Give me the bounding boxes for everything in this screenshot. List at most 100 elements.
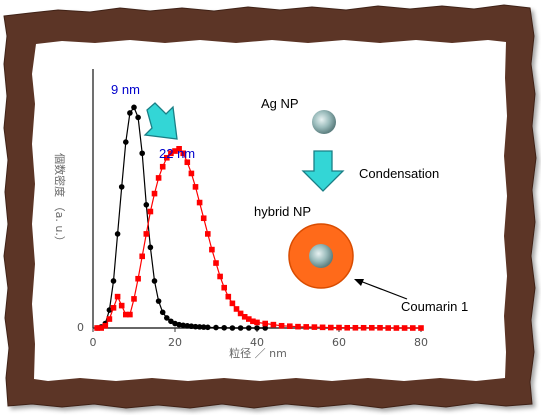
series-1-point	[336, 324, 342, 331]
series-0-point	[213, 324, 219, 331]
series-0-point	[192, 323, 199, 330]
series-1-point	[393, 325, 400, 331]
series-0-point	[200, 324, 207, 330]
series-0-point	[151, 278, 158, 284]
series-1-point	[360, 324, 367, 331]
series-0-point	[196, 324, 203, 330]
series-1-point	[127, 311, 133, 318]
series-line-0	[96, 106, 266, 329]
series-1-point	[250, 318, 256, 325]
x-axis-label: 粒径 ／ nm	[229, 346, 287, 360]
series-1-point	[319, 324, 326, 331]
series-1-point	[176, 146, 182, 152]
series-0-point	[262, 325, 269, 331]
x-tick-labels: 0 20 40 60 80	[90, 336, 429, 349]
series-0-point	[237, 325, 244, 331]
series-1-point	[369, 324, 375, 331]
series-1-point	[114, 293, 121, 300]
series-0-point	[110, 278, 117, 284]
series-0-point	[221, 324, 227, 331]
series-1-point	[200, 215, 207, 222]
series-1-point	[237, 310, 244, 317]
peak-label-9nm: 9 nm	[111, 82, 140, 97]
y-axis-label: 個数密度 （a. u.）	[53, 153, 67, 247]
series-1-point	[172, 148, 178, 154]
down-right-arrow-icon	[143, 102, 178, 140]
series-1-point	[225, 293, 232, 300]
series-1-point	[377, 324, 383, 331]
series-0-point	[147, 244, 154, 251]
series-1-point	[217, 273, 223, 280]
series-1-point	[139, 253, 145, 260]
series-1-point	[147, 208, 154, 215]
x-tick-label: 40	[250, 336, 264, 349]
series-0-point	[127, 110, 133, 116]
series-1-point	[229, 300, 236, 307]
series-1-point	[303, 324, 309, 330]
series-1-point	[102, 322, 109, 329]
series-0-point	[229, 325, 236, 331]
series-group	[94, 104, 424, 331]
series-1-point	[155, 175, 162, 181]
series-1-point	[241, 314, 248, 320]
series-0-point	[254, 325, 260, 331]
series-1-point	[106, 316, 113, 322]
series-1-point	[151, 190, 158, 197]
series-1-point	[110, 305, 117, 311]
series-1-point	[143, 231, 150, 237]
series-0-point	[184, 322, 191, 329]
series-1-point	[233, 306, 240, 312]
series-1-point	[168, 150, 174, 157]
coumarin-label: Coumarin 1	[401, 299, 468, 314]
series-1-point	[123, 311, 129, 318]
x-tick-label: 20	[168, 336, 182, 349]
series-0-point	[118, 184, 125, 190]
series-0-point	[135, 114, 141, 121]
series-0-point	[205, 324, 211, 331]
series-0-point	[143, 202, 150, 208]
series-1-point	[287, 323, 293, 330]
hybrid-np-core	[309, 244, 333, 268]
plot-area	[92, 69, 424, 332]
series-1-point	[254, 319, 260, 326]
series-0-point	[246, 325, 252, 331]
x-tick-label: 80	[414, 336, 428, 349]
series-0-point	[114, 231, 121, 237]
series-1-point	[184, 159, 191, 166]
ag-np-label: Ag NP	[261, 96, 299, 111]
condensation-label: Condensation	[359, 166, 439, 181]
series-1-point	[278, 322, 285, 329]
series-1-point	[131, 296, 137, 302]
x-tick-label: 60	[332, 336, 346, 349]
pointer-arrow-icon	[354, 279, 408, 300]
series-1-point	[188, 170, 195, 177]
series-1-point	[385, 325, 391, 331]
ag-np-particle	[312, 110, 336, 134]
series-1-point	[213, 260, 219, 266]
series-1-point	[262, 320, 268, 327]
series-0-point	[123, 139, 129, 145]
series-1-point	[94, 325, 100, 331]
series-0-point	[188, 323, 195, 330]
series-1-point	[410, 325, 416, 331]
series-1-point	[352, 324, 359, 331]
series-1-point	[270, 321, 277, 328]
series-0-point	[155, 298, 162, 304]
series-0-point	[168, 318, 174, 325]
series-0-point	[159, 309, 166, 316]
series-1-point	[344, 324, 350, 331]
series-1-point	[192, 184, 199, 190]
series-1-point	[209, 246, 215, 253]
series-1-point	[401, 325, 408, 331]
x-tick-label: 0	[90, 336, 97, 349]
series-0-point	[164, 315, 170, 321]
series-1-point	[418, 325, 424, 331]
peak-label-22nm: 22 nm	[159, 146, 195, 161]
series-1-point	[328, 324, 334, 331]
series-1-point	[196, 199, 203, 206]
series-1-point	[159, 163, 166, 170]
series-1-point	[164, 154, 170, 161]
y-tick-label: 0	[77, 321, 84, 334]
series-1-point	[98, 325, 104, 331]
